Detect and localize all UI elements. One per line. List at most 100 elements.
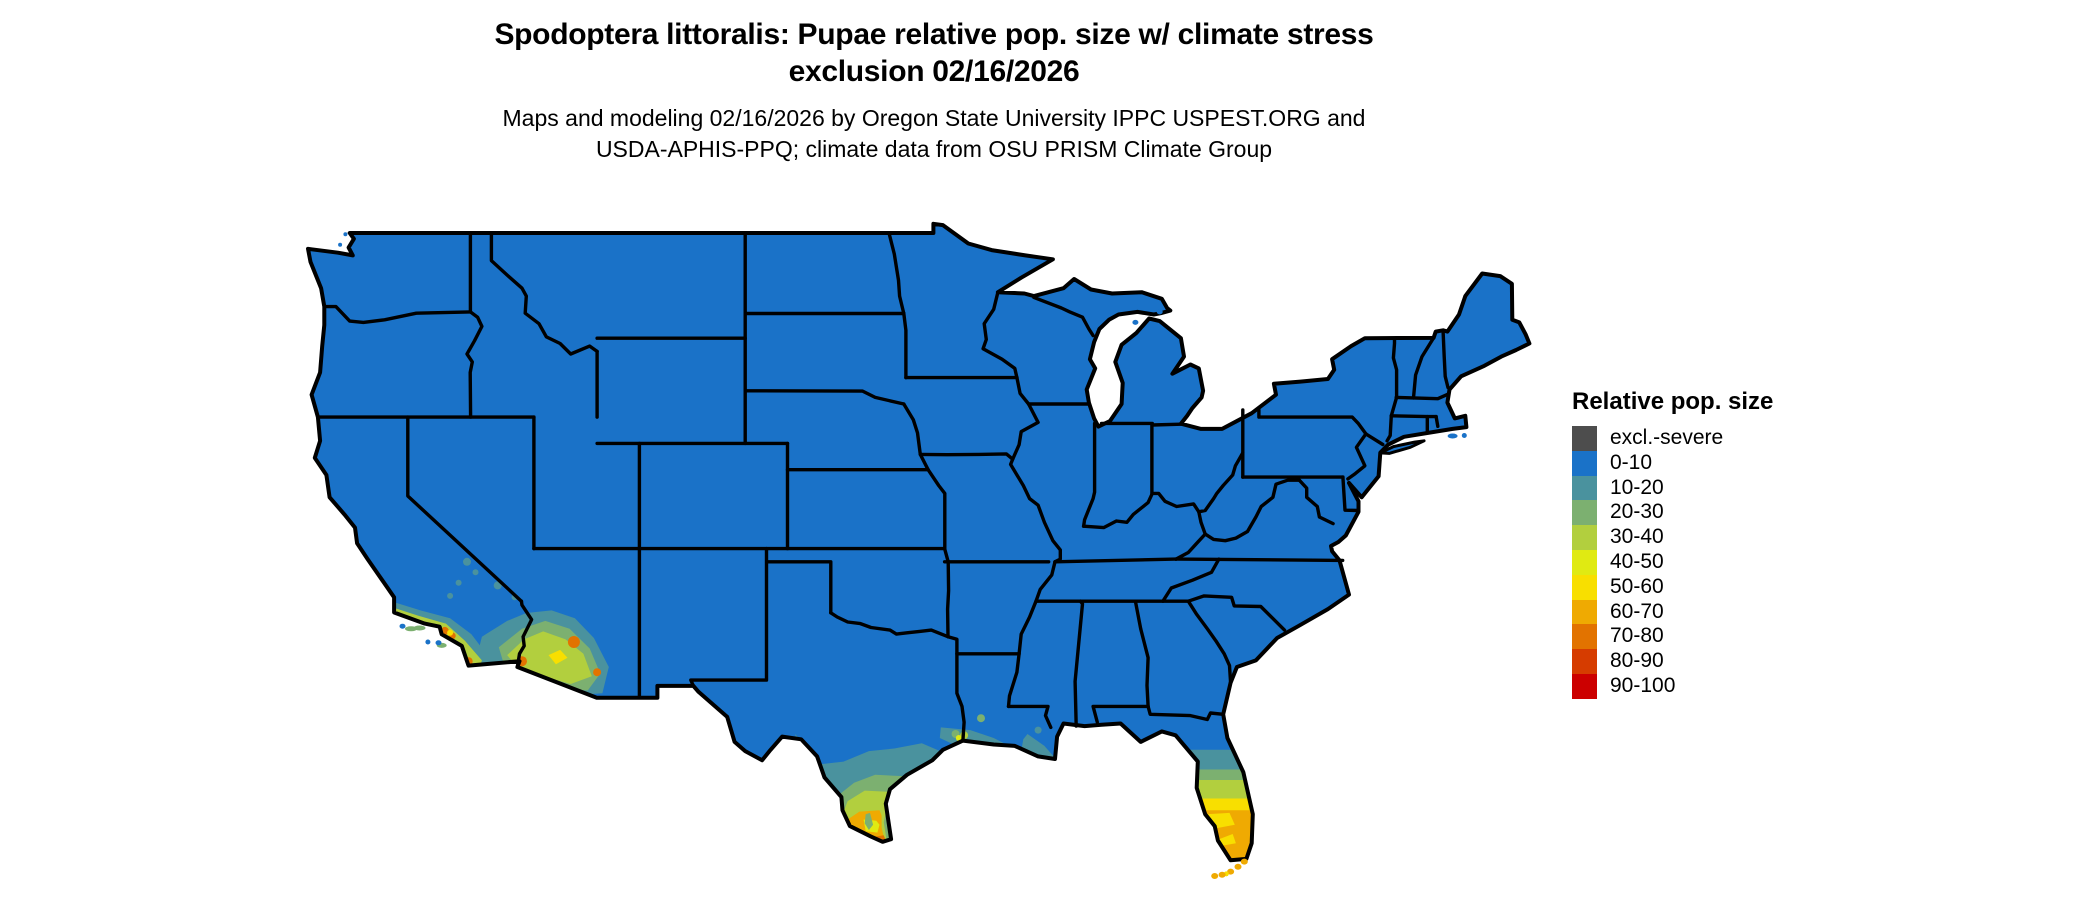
state-border bbox=[1081, 451, 1245, 530]
land-fill bbox=[308, 223, 1530, 861]
island-speck bbox=[1132, 319, 1139, 325]
climate-dot bbox=[455, 579, 462, 586]
island-speck bbox=[338, 242, 343, 247]
climate-dot bbox=[472, 569, 479, 576]
state-border bbox=[1385, 414, 1393, 443]
legend-entry: 30-40 bbox=[1572, 525, 1902, 550]
state-border bbox=[1389, 414, 1438, 419]
legend-swatch bbox=[1572, 574, 1597, 600]
state-border bbox=[406, 415, 524, 603]
state-border bbox=[1391, 336, 1399, 400]
legend-entry: 20-30 bbox=[1572, 500, 1902, 526]
state-border bbox=[1257, 408, 1368, 436]
climate-dot bbox=[593, 668, 602, 677]
state-borders bbox=[316, 231, 1450, 741]
overlay-group bbox=[382, 557, 1254, 861]
climate-dot bbox=[463, 557, 471, 566]
legend-entry: 10-20 bbox=[1572, 475, 1902, 501]
island-speck bbox=[1234, 863, 1242, 870]
state-border bbox=[1174, 557, 1345, 563]
legend-label: excl.-severe bbox=[1610, 426, 1724, 449]
state-border bbox=[887, 231, 906, 316]
state-border bbox=[1186, 599, 1233, 685]
climate-dot bbox=[977, 714, 985, 723]
island-speck bbox=[1218, 871, 1226, 878]
legend-entry: 70-80 bbox=[1572, 624, 1902, 650]
island-speck bbox=[425, 639, 431, 645]
island-speck bbox=[1447, 433, 1458, 439]
state-border bbox=[1411, 336, 1436, 400]
state-border bbox=[1133, 599, 1150, 709]
state-border bbox=[1203, 478, 1301, 543]
chart-subtitle-line1: Maps and modeling 02/16/2026 by Oregon S… bbox=[502, 105, 1366, 131]
state-border bbox=[1174, 532, 1207, 561]
state-border bbox=[465, 310, 484, 419]
chart-title-line1: Spodoptera littoralis: Pupae relative po… bbox=[494, 18, 1374, 51]
climate-overlay bbox=[864, 812, 874, 830]
legend-entry: 80-90 bbox=[1572, 649, 1902, 674]
chart-header: Spodoptera littoralis: Pupae relative po… bbox=[0, 16, 1868, 165]
island-speck bbox=[413, 625, 426, 631]
state-border bbox=[1150, 422, 1183, 427]
climate-dot bbox=[447, 629, 454, 636]
legend-label: 70-80 bbox=[1610, 624, 1664, 648]
chart-subtitle: Maps and modeling 02/16/2026 by Oregon S… bbox=[0, 103, 1868, 165]
coastline bbox=[306, 221, 1532, 863]
legend-label: 10-20 bbox=[1610, 475, 1664, 499]
island-speck bbox=[1240, 858, 1248, 865]
climate-overlay bbox=[1190, 798, 1253, 813]
state-border bbox=[1146, 704, 1225, 722]
state-border bbox=[1394, 392, 1450, 401]
climate-dot bbox=[447, 592, 454, 599]
legend-swatch bbox=[1572, 450, 1597, 476]
state-border bbox=[1032, 295, 1095, 338]
legend-label: 90-100 bbox=[1610, 673, 1676, 697]
legend-entry: 90-100 bbox=[1572, 673, 1902, 699]
island-speck bbox=[399, 623, 406, 629]
legend-swatch bbox=[1572, 673, 1597, 699]
climate-overlay bbox=[548, 649, 568, 665]
state-border bbox=[946, 635, 966, 741]
state-border bbox=[1197, 510, 1207, 536]
state-border bbox=[1441, 329, 1450, 390]
state-border bbox=[1186, 594, 1287, 632]
legend-swatch bbox=[1572, 426, 1597, 451]
legend-entry: 0-10 bbox=[1572, 450, 1902, 476]
climate-overlay bbox=[1218, 834, 1236, 846]
island-speck bbox=[1227, 868, 1235, 875]
legend-label: 50-60 bbox=[1610, 574, 1664, 598]
legend-label: 30-40 bbox=[1610, 525, 1664, 549]
legend-entry: 50-60 bbox=[1572, 574, 1902, 600]
legend-label: 20-30 bbox=[1610, 500, 1664, 524]
legend-swatch bbox=[1572, 624, 1597, 650]
legend-swatch bbox=[1572, 525, 1597, 550]
legend: Relative pop. size excl.-severe 0-10 10-20… bbox=[1572, 388, 1902, 699]
legend-swatch bbox=[1572, 649, 1597, 674]
island-speck bbox=[1156, 309, 1163, 315]
climate-dot bbox=[1034, 726, 1042, 734]
state-border bbox=[1008, 375, 1062, 564]
state-border bbox=[1081, 421, 1097, 528]
state-border bbox=[1006, 704, 1053, 730]
state-border bbox=[918, 452, 1015, 461]
state-border bbox=[902, 311, 908, 380]
climate-overlay bbox=[1186, 780, 1251, 804]
state-border bbox=[1434, 414, 1440, 428]
state-border bbox=[689, 546, 769, 688]
legend-label: 40-50 bbox=[1610, 549, 1664, 573]
legend-entry: 60-70 bbox=[1572, 599, 1902, 625]
state-border bbox=[1297, 478, 1335, 526]
state-border bbox=[322, 304, 473, 325]
island-speck bbox=[343, 232, 348, 237]
state-border bbox=[981, 290, 1019, 380]
state-border bbox=[942, 546, 951, 639]
state-border bbox=[1091, 704, 1150, 724]
state-border bbox=[1364, 432, 1385, 447]
state-border bbox=[1389, 395, 1399, 418]
island-speck bbox=[1461, 433, 1467, 438]
legend-entry: 40-50 bbox=[1572, 549, 1902, 575]
chart-title: Spodoptera littoralis: Pupae relative po… bbox=[0, 16, 1868, 90]
island-speck bbox=[435, 640, 442, 646]
legend-label: 80-90 bbox=[1610, 649, 1664, 673]
